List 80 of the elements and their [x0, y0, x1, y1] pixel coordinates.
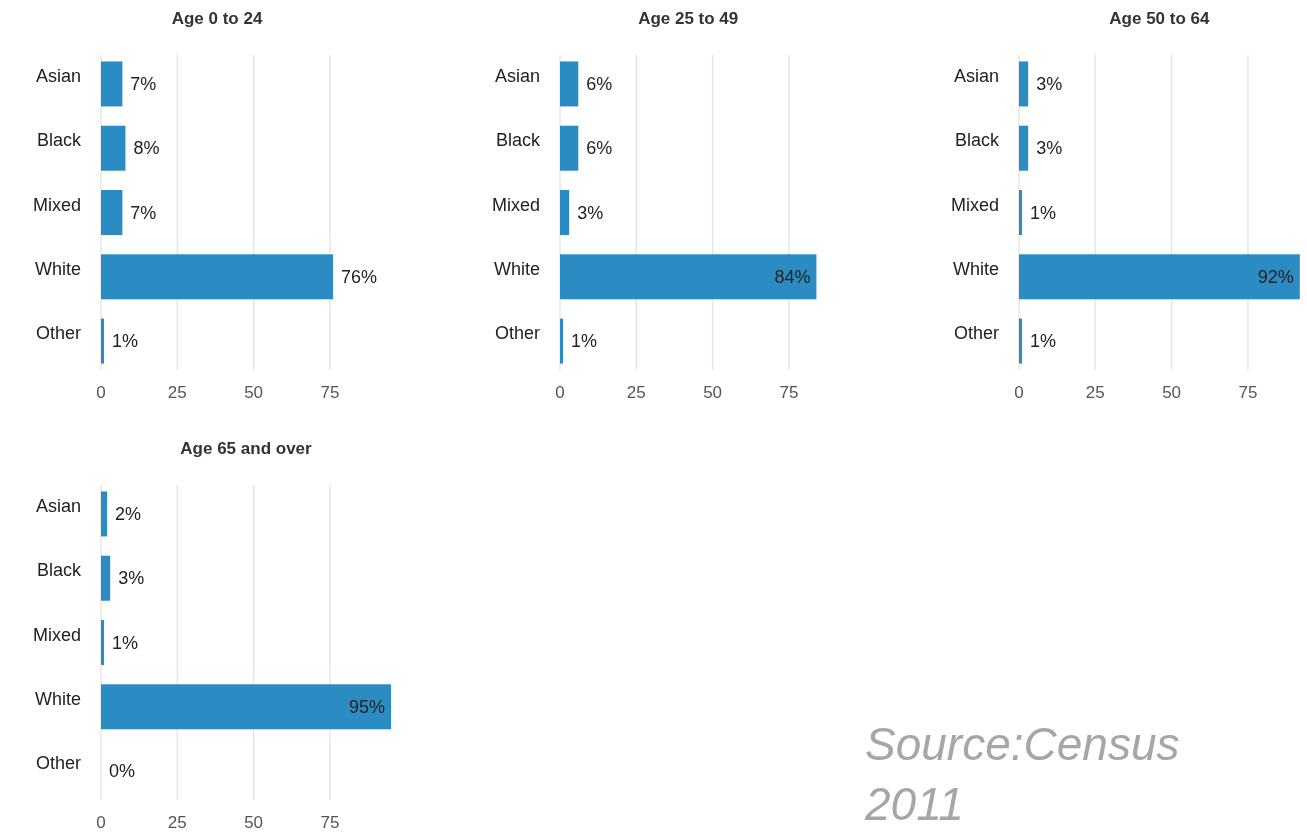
data-label: 84% — [774, 266, 811, 287]
y-tick-label: Other — [35, 323, 81, 344]
x-tick-label: 0 — [96, 383, 106, 402]
data-label: 6% — [586, 73, 613, 94]
x-tick-label: 25 — [167, 383, 187, 402]
data-label: 2% — [115, 503, 142, 524]
source-note: Source:Census 2011 — [864, 718, 1180, 830]
bar — [560, 190, 570, 235]
y-tick-label: Mixed — [950, 194, 999, 215]
y-tick-label: White — [34, 688, 81, 709]
y-tick-label: White — [493, 258, 540, 279]
y-tick-label: Black — [36, 560, 82, 581]
bar — [1019, 254, 1300, 300]
data-label: 3% — [118, 568, 145, 589]
data-label: 95% — [348, 696, 385, 717]
y-tick-label: Other — [953, 323, 999, 344]
bar — [1019, 61, 1029, 107]
y-tick-label: Black — [954, 130, 1000, 151]
y-tick-label: White — [34, 258, 81, 279]
x-tick-label: 50 — [703, 383, 723, 402]
x-tick-label: 50 — [244, 813, 264, 832]
y-tick-label: White — [952, 258, 999, 279]
y-tick-label: Mixed — [32, 624, 81, 645]
bar — [101, 254, 333, 300]
bar — [560, 125, 579, 171]
bar — [1019, 125, 1029, 171]
y-tick-label: Black — [495, 130, 541, 151]
data-label: 8% — [133, 138, 160, 159]
bar — [101, 684, 391, 730]
x-tick-label: 25 — [1085, 383, 1105, 402]
bar — [560, 318, 564, 364]
data-label: 1% — [1030, 202, 1057, 223]
x-tick-label: 0 — [1014, 383, 1024, 402]
bar — [101, 125, 126, 171]
data-label: 3% — [1036, 73, 1063, 94]
x-tick-label: 75 — [320, 383, 340, 402]
bar — [101, 491, 108, 537]
data-label: 1% — [1030, 331, 1057, 352]
y-tick-label: Asian — [494, 65, 540, 86]
data-label: 1% — [571, 331, 598, 352]
data-label: 7% — [130, 202, 157, 223]
y-tick-label: Mixed — [491, 194, 540, 215]
y-tick-label: Other — [35, 753, 81, 774]
x-tick-label: 0 — [555, 383, 565, 402]
x-tick-label: 25 — [167, 813, 187, 832]
x-tick-label: 0 — [96, 813, 106, 832]
data-label: 1% — [112, 331, 139, 352]
data-label: 76% — [341, 266, 378, 287]
y-tick-label: Asian — [35, 65, 81, 86]
y-tick-label: Asian — [35, 495, 81, 516]
bar — [101, 555, 111, 601]
x-tick-label: 75 — [1238, 383, 1258, 402]
y-tick-label: Mixed — [32, 194, 81, 215]
data-label: 6% — [586, 138, 613, 159]
y-tick-label: Black — [36, 130, 82, 151]
x-tick-label: 25 — [626, 383, 646, 402]
data-label: 1% — [112, 632, 139, 653]
x-tick-label: 75 — [320, 813, 340, 832]
data-label: 92% — [1257, 266, 1294, 287]
bar — [560, 61, 579, 107]
x-tick-label: 75 — [779, 383, 799, 402]
bar — [1019, 318, 1023, 364]
chart-title: Age 0 to 24 — [171, 9, 263, 28]
y-tick-label: Asian — [953, 65, 999, 86]
data-label: 3% — [1036, 138, 1063, 159]
chart-title: Age 25 to 49 — [638, 9, 739, 28]
x-tick-label: 50 — [1162, 383, 1182, 402]
bar — [101, 620, 105, 665]
chart-title: Age 50 to 64 — [1109, 9, 1211, 28]
bar — [101, 61, 123, 107]
data-label: 3% — [577, 202, 604, 223]
data-label: 0% — [109, 761, 136, 782]
y-tick-label: Other — [494, 323, 540, 344]
bar — [101, 190, 123, 235]
chart-title: Age 65 and over — [180, 439, 313, 458]
bar — [1019, 190, 1023, 235]
data-label: 7% — [130, 73, 157, 94]
bar — [101, 318, 105, 364]
x-tick-label: 50 — [244, 383, 264, 402]
bar — [560, 254, 817, 300]
